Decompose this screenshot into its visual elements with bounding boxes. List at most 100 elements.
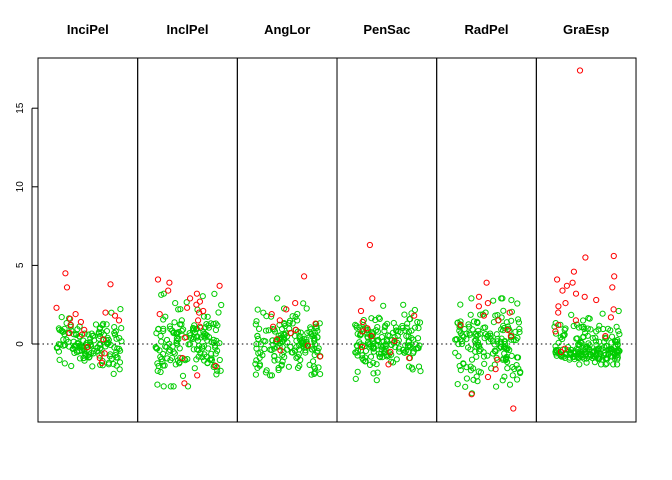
- data-point-green: [212, 344, 219, 351]
- panel-title: InclPel: [167, 22, 209, 37]
- data-point-green: [497, 343, 504, 351]
- data-point-green: [491, 361, 498, 368]
- data-point-green: [212, 326, 219, 334]
- data-point-green: [252, 321, 259, 328]
- data-point-red: [484, 300, 491, 307]
- data-point-green: [485, 338, 492, 345]
- data-point-green: [460, 333, 467, 340]
- panel-frame: [236, 57, 338, 423]
- data-point-green: [254, 333, 261, 340]
- data-point-green: [602, 335, 610, 342]
- data-point-green: [587, 351, 595, 358]
- data-point-green: [285, 363, 292, 370]
- data-point-green: [587, 326, 594, 333]
- data-point-green: [179, 372, 187, 379]
- data-point-red: [84, 344, 91, 351]
- data-point-green: [452, 336, 459, 343]
- data-point-green: [583, 343, 591, 350]
- data-point-red: [102, 309, 109, 316]
- data-point-green: [262, 369, 269, 376]
- data-point-green: [260, 309, 267, 316]
- data-point-green: [253, 318, 260, 325]
- data-point-green: [303, 305, 310, 312]
- data-point-green: [274, 356, 281, 363]
- data-point-green: [267, 372, 274, 379]
- data-point-green: [178, 331, 185, 338]
- data-point-green: [473, 330, 480, 338]
- data-point-green: [313, 324, 320, 331]
- data-point-green: [252, 360, 259, 367]
- data-point-green: [78, 343, 85, 351]
- data-point-green: [599, 356, 606, 363]
- data-point-red: [101, 350, 108, 357]
- data-point-red: [611, 273, 618, 280]
- data-point-green: [253, 345, 260, 352]
- data-point-red: [411, 312, 418, 319]
- data-point-green: [480, 353, 488, 360]
- y-tick-label: 5: [15, 262, 26, 268]
- data-point-green: [552, 343, 559, 350]
- data-point-red: [62, 270, 69, 277]
- data-point-green: [289, 313, 296, 320]
- data-point-green: [208, 356, 215, 364]
- data-point-green: [262, 327, 270, 334]
- data-point-green: [580, 347, 587, 354]
- data-point-red: [495, 317, 502, 324]
- data-point-green: [386, 332, 393, 339]
- data-point-green: [178, 317, 185, 324]
- data-point-red: [475, 303, 482, 310]
- data-point-green: [65, 338, 72, 345]
- data-point-green: [469, 326, 476, 333]
- data-point-green: [498, 295, 505, 302]
- data-point-green: [373, 377, 380, 384]
- data-point-green: [509, 372, 516, 379]
- data-point-green: [317, 371, 324, 378]
- data-point-green: [480, 324, 487, 331]
- data-point-green: [582, 330, 589, 337]
- data-point-green: [205, 324, 212, 331]
- data-point-green: [366, 344, 373, 351]
- data-point-red: [200, 307, 207, 315]
- data-point-green: [256, 361, 263, 368]
- data-point-green: [498, 340, 505, 347]
- data-point-red: [492, 366, 499, 373]
- data-point-green: [116, 359, 124, 366]
- data-point-green: [191, 365, 198, 372]
- data-point-green: [116, 345, 123, 352]
- data-point-green: [112, 352, 119, 359]
- data-point-green: [118, 325, 125, 332]
- data-point-green: [173, 337, 180, 344]
- data-point-green: [393, 324, 400, 331]
- data-point-green: [457, 367, 464, 374]
- panel-incipel: InciPel: [37, 22, 139, 423]
- data-point-red: [292, 300, 299, 307]
- data-point-green: [501, 373, 508, 380]
- data-point-green: [514, 376, 521, 383]
- data-point-green: [381, 328, 388, 335]
- data-point-green: [561, 331, 568, 338]
- data-point-green: [473, 353, 480, 360]
- data-point-green: [215, 309, 222, 316]
- data-point-green: [384, 353, 391, 360]
- data-point-green: [268, 372, 275, 379]
- data-point-green: [564, 344, 572, 351]
- data-point-green: [596, 322, 603, 329]
- data-point-green: [281, 321, 288, 328]
- data-point-green: [214, 364, 221, 371]
- data-point-red: [166, 279, 173, 286]
- data-point-green: [217, 367, 224, 374]
- data-point-green: [275, 364, 282, 372]
- data-point-green: [570, 322, 577, 330]
- data-point-red: [283, 306, 290, 313]
- data-point-red: [494, 356, 501, 363]
- data-point-green: [190, 334, 197, 341]
- data-point-green: [61, 360, 68, 367]
- data-point-red: [312, 320, 319, 327]
- data-point-green: [411, 306, 418, 314]
- data-point-green: [289, 320, 296, 327]
- data-point-green: [477, 369, 484, 376]
- data-point-green: [586, 315, 593, 322]
- data-point-green: [200, 313, 208, 320]
- data-point-green: [100, 320, 107, 327]
- data-point-red: [358, 344, 366, 351]
